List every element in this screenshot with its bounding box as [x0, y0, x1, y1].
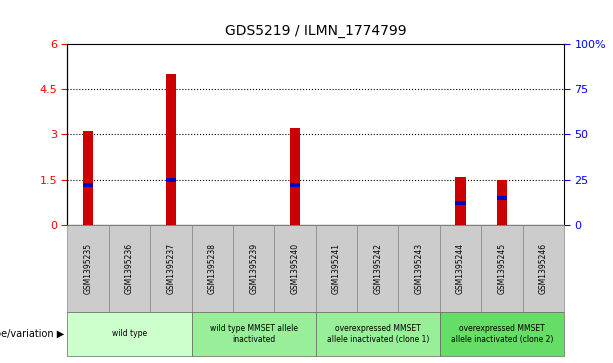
Text: GSM1395243: GSM1395243	[414, 243, 424, 294]
Bar	[440, 312, 564, 356]
Bar	[109, 225, 150, 312]
Text: GSM1395238: GSM1395238	[208, 243, 217, 294]
Bar	[275, 225, 316, 312]
Text: wild type: wild type	[112, 330, 147, 338]
Bar	[440, 225, 481, 312]
Text: GSM1395240: GSM1395240	[291, 243, 300, 294]
Text: GSM1395242: GSM1395242	[373, 243, 383, 294]
Title: GDS5219 / ILMN_1774799: GDS5219 / ILMN_1774799	[225, 24, 406, 38]
Bar	[83, 131, 93, 225]
Text: GSM1395246: GSM1395246	[539, 243, 548, 294]
Bar	[67, 312, 191, 356]
Text: genotype/variation ▶: genotype/variation ▶	[0, 329, 64, 339]
Text: wild type MMSET allele
inactivated: wild type MMSET allele inactivated	[210, 324, 298, 344]
Bar	[497, 180, 507, 225]
Bar	[290, 183, 300, 187]
Bar	[398, 225, 440, 312]
Bar	[83, 183, 93, 187]
Bar	[316, 312, 440, 356]
Bar	[290, 128, 300, 225]
Bar	[233, 225, 275, 312]
Bar	[522, 225, 564, 312]
Bar	[357, 225, 398, 312]
Text: GSM1395245: GSM1395245	[497, 243, 506, 294]
Bar	[191, 312, 316, 356]
Bar	[316, 225, 357, 312]
Text: GSM1395237: GSM1395237	[166, 243, 175, 294]
Text: GSM1395236: GSM1395236	[125, 243, 134, 294]
Bar	[150, 225, 191, 312]
Text: GSM1395244: GSM1395244	[456, 243, 465, 294]
Bar	[67, 225, 109, 312]
Bar	[166, 74, 176, 225]
Bar	[191, 225, 233, 312]
Text: overexpressed MMSET
allele inactivated (clone 1): overexpressed MMSET allele inactivated (…	[327, 324, 429, 344]
Bar	[497, 196, 507, 200]
Bar	[166, 178, 176, 182]
Text: GSM1395239: GSM1395239	[249, 243, 258, 294]
Text: GSM1395235: GSM1395235	[83, 243, 93, 294]
Bar	[455, 177, 466, 225]
Text: GSM1395241: GSM1395241	[332, 243, 341, 294]
Bar	[455, 201, 466, 205]
Bar	[481, 225, 522, 312]
Text: overexpressed MMSET
allele inactivated (clone 2): overexpressed MMSET allele inactivated (…	[451, 324, 553, 344]
